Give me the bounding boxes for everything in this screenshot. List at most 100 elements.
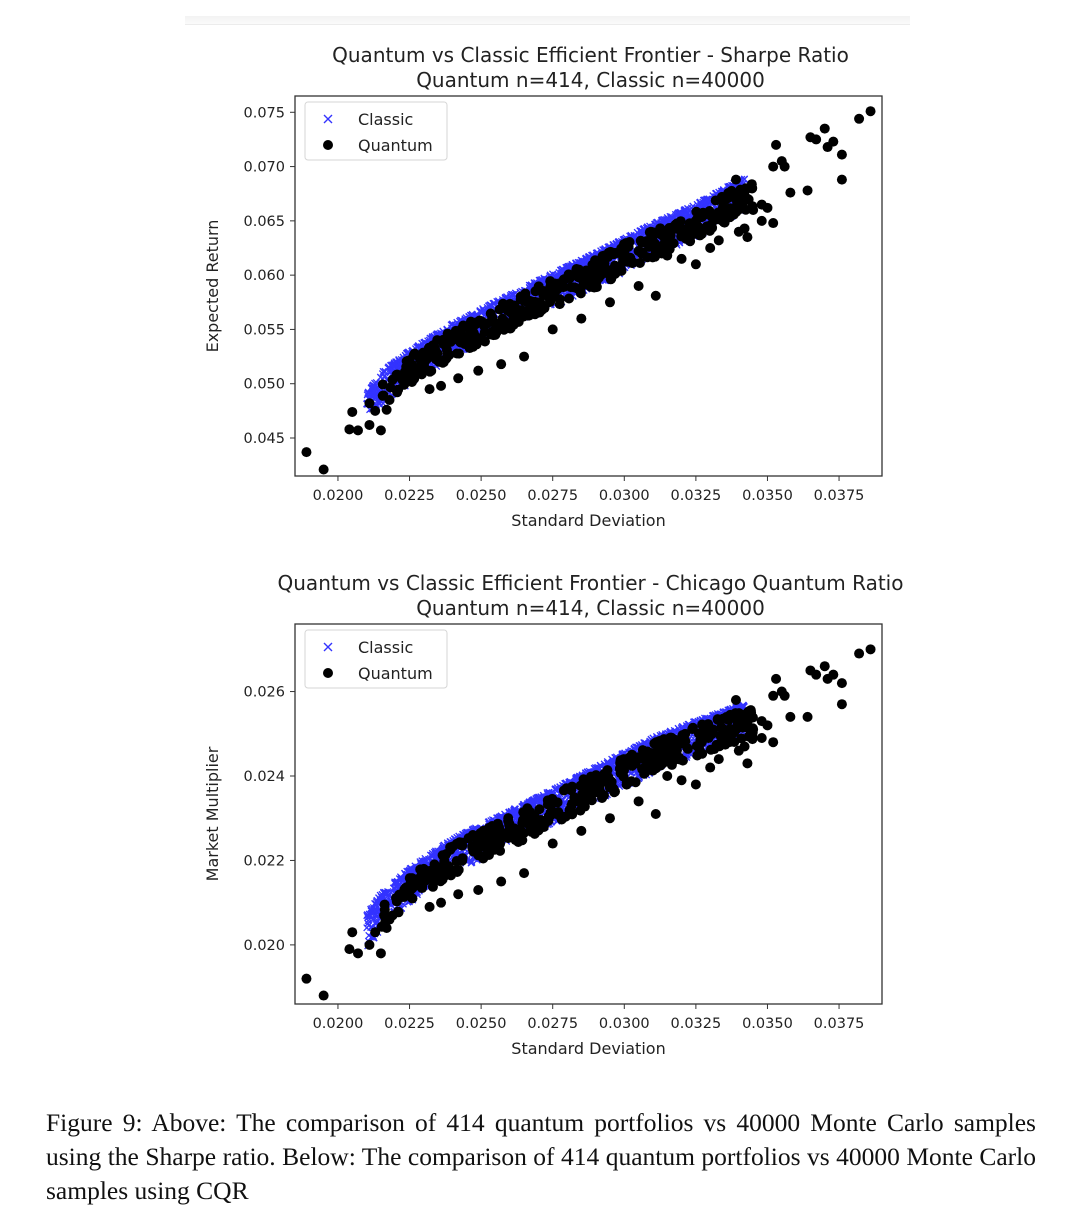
quantum-point [352,948,363,959]
quantum-point [391,893,402,904]
classic-point [506,291,515,300]
quantum-point [637,247,648,258]
quantum-point [558,274,569,285]
quantum-point [854,648,865,659]
quantum-point [836,149,847,160]
quantum-point [650,247,661,258]
quantum-point [630,777,641,788]
classic-point [364,916,372,925]
chart-subtitle: Quantum n=414, Classic n=40000 [416,596,765,620]
quantum-point [301,973,312,984]
x-tick-label: 0.0275 [527,1016,578,1032]
quantum-point [785,187,796,198]
y-tick-label: 0.022 [243,853,285,869]
quantum-point [496,876,507,887]
legend-box [304,629,448,689]
legend-quantum-marker [323,140,333,150]
quantum-point [707,222,718,233]
legend-classic-label: Classic [358,110,413,129]
classic-point [667,213,676,221]
x-tick-label: 0.0225 [384,1016,435,1032]
y-axis: 0.045 0.050 0.055 0.060 0.065 0.070 0.075 Expec… [203,105,295,447]
quantum-point [836,678,847,689]
quantum-point [647,230,658,241]
quantum-point [604,248,615,259]
legend: Classic Quantum [304,101,448,161]
quantum-point [485,329,496,340]
quantum-point [746,707,757,718]
quantum-point [663,236,674,247]
quantum-point [547,324,558,335]
quantum-point [581,277,592,288]
quantum-point [819,661,830,672]
cqr-chart-panel: Quantum vs Classic Efficient Frontier - … [0,568,1076,1068]
classic-point [703,196,711,205]
quantum-point [487,829,498,840]
quantum-point [865,106,876,117]
quantum-point [699,729,710,740]
quantum-point [659,750,670,761]
quantum-point [854,113,865,124]
y-tick-label: 0.070 [243,160,285,176]
quantum-point [521,293,532,304]
quantum-point [385,382,396,393]
x-tick-label: 0.0200 [313,1016,364,1032]
quantum-point [705,762,716,773]
quantum-point [445,336,456,347]
quantum-point [768,218,779,229]
quantum-point [434,356,445,367]
quantum-point [739,223,750,234]
quantum-series [301,644,876,1001]
quantum-point [740,185,751,196]
quantum-point [655,223,666,234]
classic-point [532,797,541,805]
quantum-point [478,320,489,331]
data-marks [301,644,876,1001]
quantum-point [480,838,491,849]
quantum-point [347,927,358,938]
quantum-point [576,313,587,324]
chart-title: Quantum vs Classic Efficient Frontier - … [332,43,849,67]
quantum-point [819,123,830,134]
x-tick-label: 0.0275 [527,488,578,504]
quantum-point [381,404,392,415]
quantum-point [676,231,687,242]
quantum-point [676,253,687,264]
quantum-point [432,348,443,359]
quantum-point [473,365,484,376]
quantum-point [635,235,646,246]
quantum-point [811,134,822,145]
quantum-point [575,792,586,803]
x-axis-label: Standard Deviation [511,1039,665,1058]
y-tick-label: 0.024 [243,769,285,785]
classic-point [370,387,379,395]
quantum-point [399,884,410,895]
classic-point [372,907,380,915]
quantum-point [713,754,724,765]
quantum-point [375,425,386,436]
legend-classic-marker [323,114,333,124]
quantum-point [633,281,644,291]
y-tick-label: 0.065 [243,214,285,230]
quantum-point [756,215,767,226]
quantum-point [722,728,733,739]
quantum-point [651,737,662,748]
quantum-point [722,210,733,221]
quantum-point [399,366,410,377]
quantum-point [650,290,661,301]
quantum-point [828,136,839,147]
quantum-point [364,419,375,430]
x-tick-label: 0.0300 [599,1016,650,1032]
quantum-point [469,328,480,339]
quantum-point [771,139,782,150]
quantum-point [381,923,392,933]
classic-point [468,858,476,867]
quantum-point [729,736,740,747]
classic-point [371,907,379,915]
quantum-point [734,721,745,732]
quantum-point [705,243,716,253]
quantum-point [418,360,429,371]
classic-point [683,211,691,219]
classic-point [581,255,590,263]
y-tick-label: 0.045 [243,431,285,447]
